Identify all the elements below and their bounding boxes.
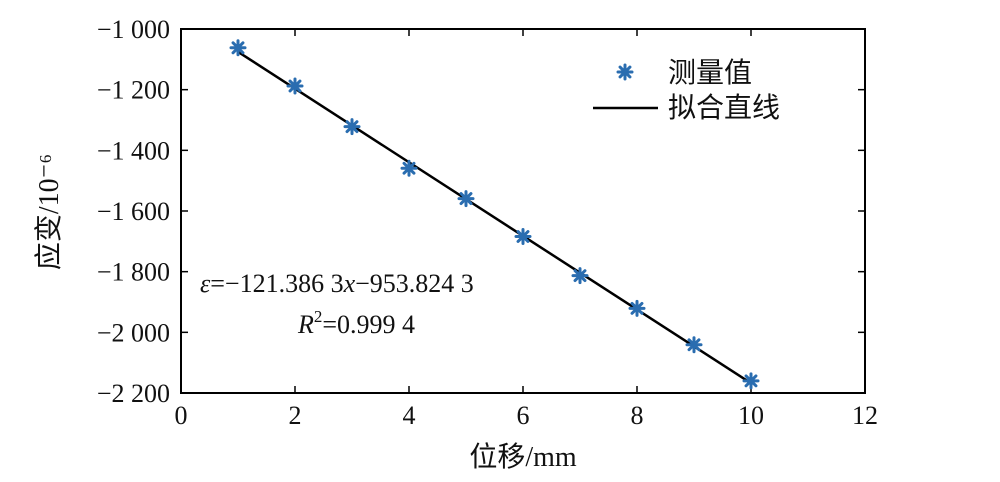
r2-superscript: 2: [314, 307, 323, 326]
y-tick-label: −2 000: [97, 318, 170, 347]
data-point: [514, 227, 532, 245]
equation-coefficient: −121.386 3: [225, 269, 344, 298]
data-point: [229, 39, 247, 57]
equation-intercept: −953.824 3: [355, 269, 474, 298]
x-tick-label: 6: [517, 401, 530, 430]
fit-line: [237, 50, 752, 385]
legend: 测量值 拟合直线: [593, 57, 780, 124]
data-point: [742, 372, 760, 390]
data-point: [400, 159, 418, 177]
legend-asterisk-icon: [616, 63, 634, 81]
fit-line-layer: [237, 50, 752, 385]
data-point: [571, 267, 589, 285]
x-tick-label: 10: [738, 401, 764, 430]
data-point: [343, 118, 361, 136]
x-tick-label: 8: [631, 401, 644, 430]
x-axis-label: 位移/mm: [469, 441, 577, 473]
y-tick-label: −1 600: [97, 197, 170, 226]
y-tick-label: −1 200: [97, 76, 170, 105]
legend-label-fit: 拟合直线: [668, 92, 780, 124]
y-tick-label: −1 400: [97, 136, 170, 165]
data-point: [286, 77, 304, 95]
legend-label-measured: 测量值: [668, 57, 752, 89]
y-tick-label: −1 000: [97, 15, 170, 44]
data-point: [685, 336, 703, 354]
plot-frame: [180, 28, 866, 394]
legend-marker-measured: [616, 63, 634, 81]
points-layer: [229, 39, 760, 390]
equation-equals: =: [210, 269, 225, 298]
x-tick-label: 4: [403, 401, 416, 430]
r2-value: =0.999 4: [322, 310, 415, 339]
y-tick-label: −1 800: [97, 258, 170, 287]
r2-symbol: R: [297, 310, 314, 339]
data-point: [457, 190, 475, 208]
equation-annotation: ε=−121.386 3x−953.824 3: [200, 269, 474, 298]
x-tick-label: 2: [289, 401, 302, 430]
x-axis-ticks: 0 2 4 6 8 10 12: [175, 29, 878, 430]
y-axis-ticks: −1 000 −1 200 −1 400 −1 600 −1 800 −2 000 −2 2…: [97, 15, 865, 408]
data-point: [628, 299, 646, 317]
equation-x: x: [343, 269, 356, 298]
equation-epsilon: ε: [200, 269, 211, 298]
x-tick-label: 0: [175, 401, 188, 430]
y-axis-label: 应变/10⁻⁶: [33, 154, 65, 270]
x-tick-label: 12: [852, 401, 878, 430]
y-tick-label: −2 200: [97, 379, 170, 408]
r2-annotation: R2=0.999 4: [297, 307, 415, 339]
